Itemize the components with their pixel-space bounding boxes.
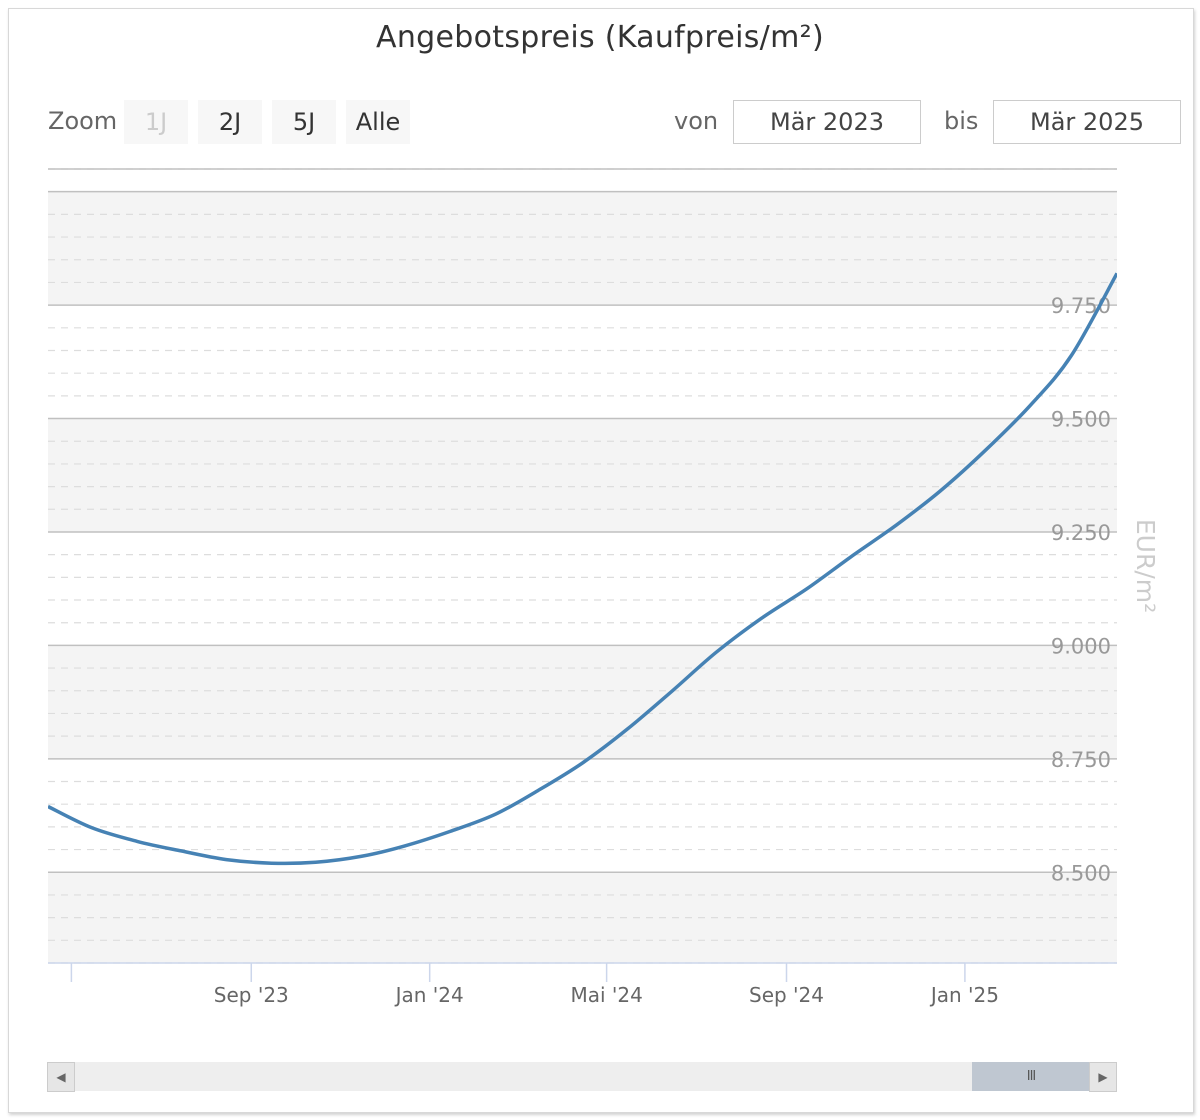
zoom-label: Zoom (48, 107, 118, 135)
range-from-input[interactable]: Mär 2023 (733, 100, 921, 144)
y-tick-label: 9.500 (1051, 408, 1111, 432)
y-tick-label: 9.750 (1051, 294, 1111, 318)
plot-band (48, 418, 1117, 532)
zoom-1j-button[interactable]: 1J (124, 100, 188, 144)
scroll-left-icon[interactable]: ◀ (47, 1062, 75, 1092)
zoom-5j-button[interactable]: 5J (272, 100, 336, 144)
series-line (48, 272, 1117, 866)
y-tick-label: 9.250 (1051, 521, 1111, 545)
zoom-all-button[interactable]: Alle (346, 100, 410, 144)
range-from-label: von (674, 107, 719, 135)
navigator-scrollbar-track[interactable] (47, 1062, 1117, 1091)
range-to-label: bis (944, 107, 979, 135)
range-to-input[interactable]: Mär 2025 (993, 100, 1181, 144)
plot-band (48, 645, 1117, 759)
chart-title: Angebotspreis (Kaufpreis/m²) (376, 20, 824, 55)
y-tick-label: 9.000 (1051, 634, 1111, 658)
y-tick-label: 8.750 (1051, 748, 1111, 772)
x-tick-label: Jan '25 (929, 983, 999, 1007)
scroll-right-icon[interactable]: ▶ (1089, 1062, 1117, 1092)
zoom-2j-button[interactable]: 2J (198, 100, 262, 144)
navigator-scrollbar-thumb[interactable]: III (972, 1062, 1090, 1091)
plot-band (48, 191, 1117, 306)
x-tick-label: Jan '24 (394, 983, 464, 1007)
x-tick-label: Sep '23 (214, 983, 289, 1007)
y-tick-label: 8.500 (1051, 861, 1111, 885)
x-tick-label: Sep '24 (749, 983, 824, 1007)
y-axis-title: EUR/m² (1131, 519, 1160, 613)
x-tick-label: Mai '24 (570, 983, 642, 1007)
